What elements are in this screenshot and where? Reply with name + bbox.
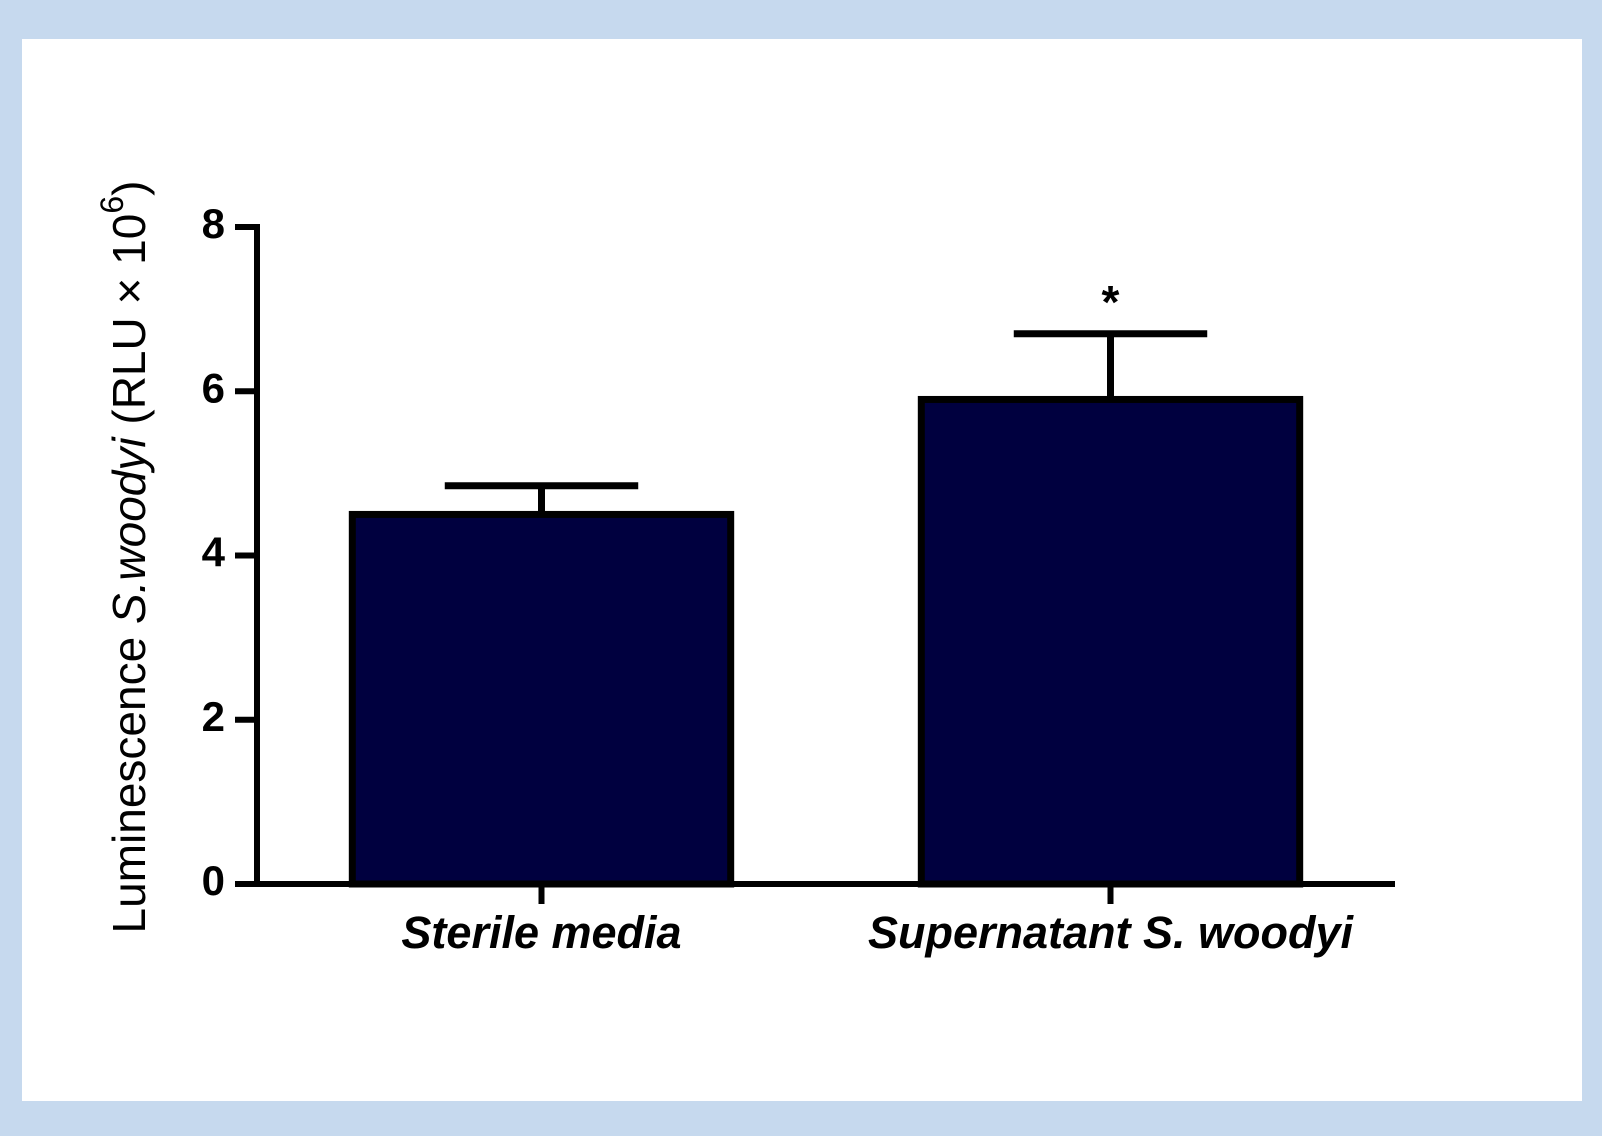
y-label-part: 6 xyxy=(94,196,130,214)
y-label-part: Luminescence xyxy=(103,624,155,933)
y-tick-label: 0 xyxy=(202,857,225,904)
y-label-part: S.woodyi xyxy=(103,436,155,624)
y-tick-label: 8 xyxy=(202,200,225,247)
x-tick-label: Supernatant S. woodyi xyxy=(868,907,1355,958)
bar xyxy=(348,510,735,888)
annotation: * xyxy=(1102,276,1120,328)
y-axis-label: Luminescence S.woodyi (RLU × 106) xyxy=(94,181,155,934)
y-tick-label: 4 xyxy=(202,529,226,576)
y-label-part: ) xyxy=(103,181,155,196)
y-label-part: (RLU × 10 xyxy=(103,214,155,438)
bar xyxy=(917,395,1304,888)
y-tick-label: 6 xyxy=(202,364,225,411)
x-tick-label: Sterile media xyxy=(401,907,681,958)
y-tick-label: 2 xyxy=(202,693,225,740)
panel xyxy=(22,39,1582,1101)
